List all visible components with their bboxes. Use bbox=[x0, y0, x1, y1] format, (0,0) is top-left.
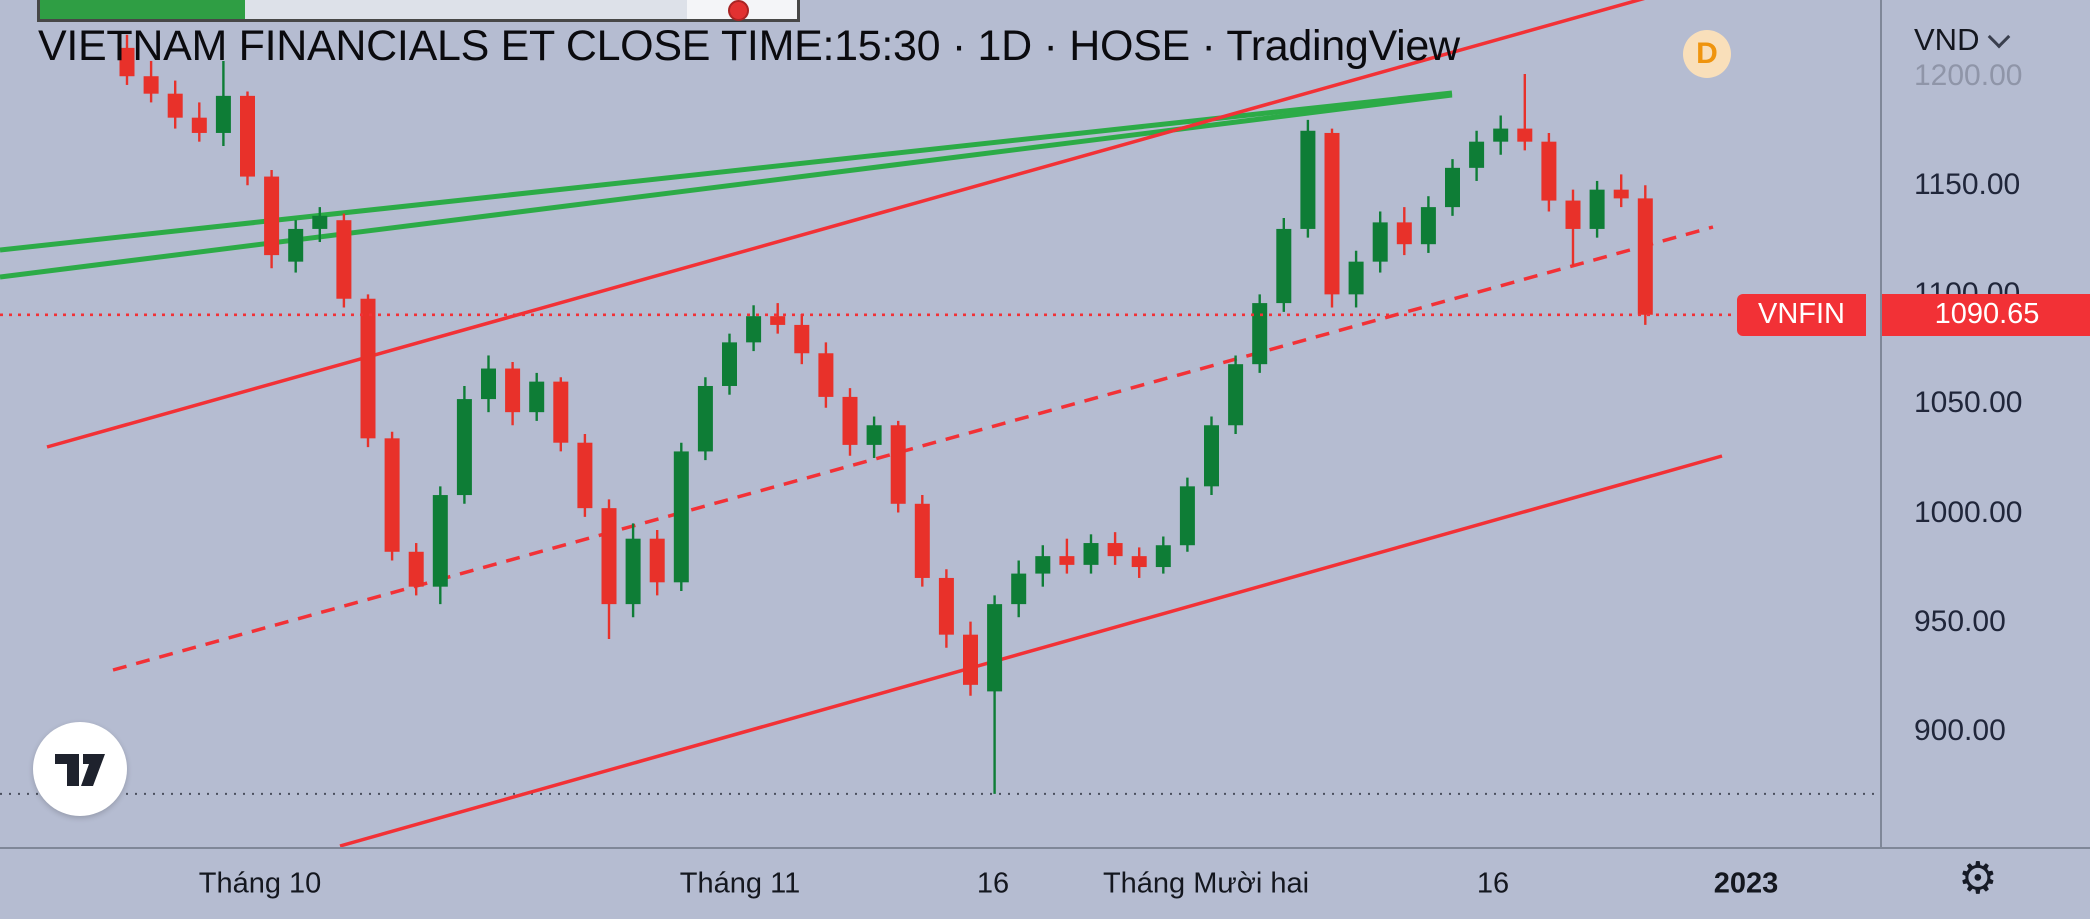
time-axis-label: Tháng Mười hai bbox=[1102, 867, 1310, 900]
price-axis[interactable]: VND 1200.001150.001100.001050.001000.009… bbox=[1880, 0, 2090, 847]
time-axis-label: 16 bbox=[976, 867, 1010, 900]
time-axis-label: 2023 bbox=[1713, 867, 1779, 900]
interval-badge[interactable]: D bbox=[1683, 30, 1731, 78]
price-axis-label: 1150.00 bbox=[1914, 168, 2021, 202]
gear-icon[interactable]: ⚙ bbox=[1958, 853, 1998, 904]
time-axis[interactable]: Tháng 10 Tháng 11 16 Tháng Mười hai 16 2023 ⚙ bbox=[0, 847, 2090, 919]
green-support-a bbox=[0, 92, 1453, 280]
chart-canvas[interactable] bbox=[0, 0, 1880, 847]
price-axis-label: 1200.00 bbox=[1914, 59, 2023, 93]
price-axis-label: 900.00 bbox=[1914, 713, 2006, 747]
red-channel-lower bbox=[339, 454, 1723, 847]
red-channel-upper bbox=[46, 0, 1646, 449]
artifact-green-block bbox=[40, 0, 245, 19]
tradingview-logo-glyph bbox=[55, 754, 105, 786]
chart-pane[interactable]: VIETNAM FINANCIALS ET CLOSE TIME:15:30 ·… bbox=[0, 0, 1880, 847]
candles-layer bbox=[119, 34, 1653, 794]
price-axis-label: 1000.00 bbox=[1914, 495, 2023, 529]
chevron-down-icon bbox=[1988, 25, 2011, 48]
trendlines-layer bbox=[0, 0, 1723, 847]
price-axis-label: 950.00 bbox=[1914, 604, 2006, 638]
currency-selector-button[interactable]: VND bbox=[1914, 22, 2011, 58]
chart-legend-title: VIETNAM FINANCIALS ET CLOSE TIME:15:30 ·… bbox=[38, 22, 1460, 70]
currency-label: VND bbox=[1914, 22, 1980, 57]
screenshot-artifact bbox=[37, 0, 800, 22]
tradingview-logo[interactable] bbox=[33, 722, 127, 816]
price-axis-label: 1050.00 bbox=[1914, 386, 2023, 420]
time-axis-label: Tháng 11 bbox=[679, 867, 801, 900]
red-channel-mid-dashed bbox=[112, 225, 1714, 672]
last-price-tag: 1090.65 bbox=[1882, 293, 2090, 336]
time-axis-label: Tháng 10 bbox=[198, 867, 322, 900]
time-axis-label: 16 bbox=[1476, 867, 1510, 900]
symbol-price-tag: VNFIN bbox=[1737, 293, 1866, 336]
artifact-red-dot bbox=[728, 0, 749, 21]
